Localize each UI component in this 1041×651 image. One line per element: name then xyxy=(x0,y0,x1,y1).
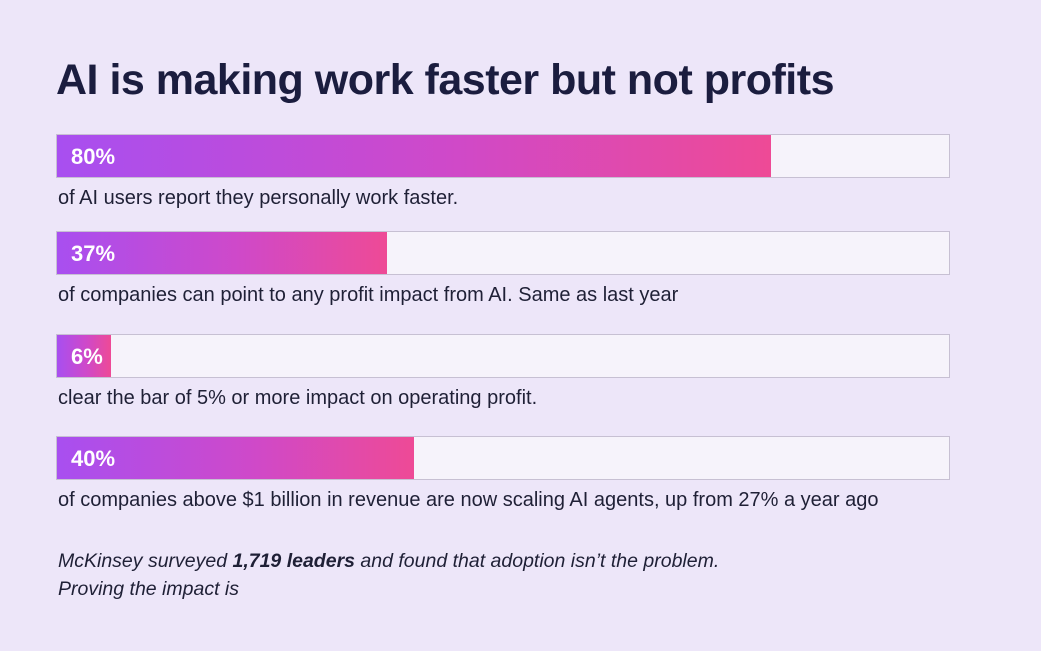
bar-caption: of companies above $1 billion in revenue… xyxy=(58,489,879,511)
stat-row: 40% of companies above $1 billion in rev… xyxy=(56,436,950,520)
bar-caption: of AI users report they personally work … xyxy=(58,187,459,209)
bar-value-label: 80% xyxy=(71,144,116,169)
bar-value-label: 40% xyxy=(71,446,116,471)
bar xyxy=(57,232,388,274)
footnote-text: McKinsey surveyed xyxy=(58,550,233,572)
footnote: McKinsey surveyed 1,719 leaders and foun… xyxy=(58,547,719,603)
bar-value-label: 37% xyxy=(71,241,116,266)
stat-row: 6% clear the bar of 5% or more impact on… xyxy=(56,334,950,418)
bar-caption: clear the bar of 5% or more impact on op… xyxy=(58,387,538,409)
stat-row: 37% of companies can point to any profit… xyxy=(56,231,950,315)
footnote-line2: Proving the impact is xyxy=(58,578,239,600)
bar-track: 6% xyxy=(56,334,950,378)
bar-caption: of companies can point to any profit imp… xyxy=(58,284,679,306)
bar xyxy=(57,135,771,177)
footnote-emphasis: 1,719 leaders xyxy=(232,550,355,572)
bar xyxy=(57,437,414,479)
footnote-text: and found that adoption isn’t the proble… xyxy=(355,550,720,572)
bar-track: 80% xyxy=(56,134,950,178)
stat-row: 80% of AI users report they personally w… xyxy=(56,134,950,218)
chart-title: AI is making work faster but not profits xyxy=(56,56,834,104)
bar xyxy=(57,335,111,377)
bar-track: 37% xyxy=(56,231,950,275)
bar-track: 40% xyxy=(56,436,950,480)
bar-value-label: 6% xyxy=(71,344,103,369)
